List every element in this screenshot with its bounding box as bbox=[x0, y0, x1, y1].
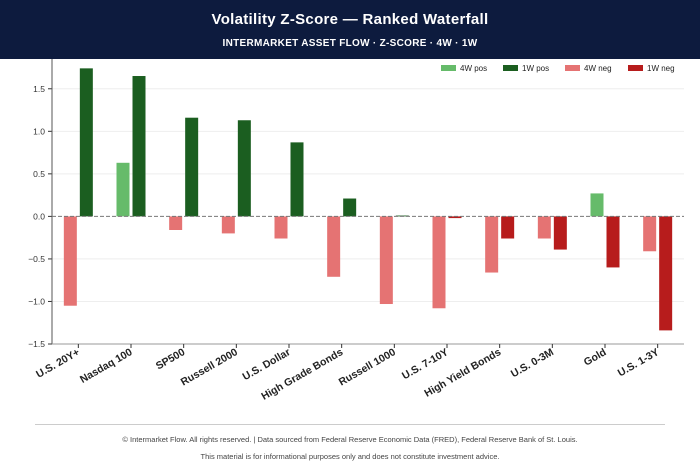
legend-swatch bbox=[628, 65, 643, 71]
legend-swatch bbox=[565, 65, 580, 71]
bar-1w bbox=[290, 142, 304, 217]
x-tick-label: SP500 bbox=[154, 346, 187, 372]
bar-4w bbox=[327, 216, 341, 277]
bar-1w bbox=[132, 76, 146, 217]
y-tick-label: 1.0 bbox=[33, 126, 45, 136]
x-tick-label: Gold bbox=[582, 346, 609, 368]
legend-label: 1W neg bbox=[647, 64, 675, 73]
bar-1w bbox=[343, 198, 357, 217]
bar-1w bbox=[448, 216, 462, 219]
bar-1w bbox=[606, 216, 620, 268]
bar-4w bbox=[485, 216, 499, 273]
bar-4w bbox=[379, 216, 393, 305]
bar-1w bbox=[79, 68, 93, 217]
footer-divider bbox=[35, 424, 665, 425]
y-tick-label: 0.5 bbox=[33, 169, 45, 179]
x-tick-label: Nasdaq 100 bbox=[78, 346, 135, 386]
y-tick-label: −1.5 bbox=[28, 339, 45, 349]
bar-1w bbox=[659, 216, 673, 331]
page-subtitle: INTERMARKET ASSET FLOW · Z-SCORE · 4W · … bbox=[222, 38, 478, 49]
page-title: Volatility Z-Score — Ranked Waterfall bbox=[211, 11, 489, 28]
bar-4w bbox=[590, 193, 604, 217]
waterfall-chart: −1.5 −1.0 −0.5 0.0 0.5 1.0 1.5 U.S. 20Y+Nasdaq … bbox=[28, 59, 684, 403]
footer-disclaimer: This material is for informational purpo… bbox=[200, 452, 500, 461]
x-tick-label: U.S. 20Y+ bbox=[34, 346, 82, 380]
y-tick-label: −1.0 bbox=[28, 296, 45, 306]
y-tick-label: 0.0 bbox=[33, 211, 45, 221]
legend-label: 1W pos bbox=[522, 64, 549, 73]
bar-4w bbox=[169, 216, 183, 230]
bar-4w bbox=[221, 216, 235, 234]
x-tick-label: U.S. 1-3Y bbox=[616, 346, 661, 379]
bar-1w bbox=[501, 216, 515, 239]
footer-copyright: © Intermarket Flow. All rights reserved.… bbox=[122, 435, 578, 444]
legend-label: 4W neg bbox=[584, 64, 612, 73]
bar-4w bbox=[432, 216, 446, 309]
bar-1w bbox=[185, 117, 199, 217]
y-tick-label: 1.5 bbox=[33, 84, 45, 94]
bar-4w bbox=[63, 216, 77, 306]
bar-4w bbox=[274, 216, 288, 239]
x-tick-label: Russell 2000 bbox=[179, 346, 240, 388]
legend-label: 4W pos bbox=[460, 64, 487, 73]
legend-swatch bbox=[503, 65, 518, 71]
header-banner bbox=[0, 0, 700, 59]
bar-1w bbox=[553, 216, 567, 250]
x-tick-label: Russell 1000 bbox=[337, 346, 398, 388]
y-tick-label: −0.5 bbox=[28, 254, 45, 264]
x-tick-label: U.S. 0-3M bbox=[509, 346, 556, 380]
bar-4w bbox=[116, 162, 130, 217]
bar-1w bbox=[237, 120, 251, 217]
bar-4w bbox=[537, 216, 551, 239]
legend-swatch bbox=[441, 65, 456, 71]
bar-4w bbox=[643, 216, 657, 252]
